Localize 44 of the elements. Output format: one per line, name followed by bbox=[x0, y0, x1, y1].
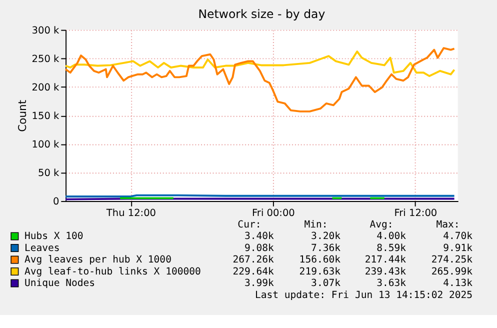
y-tick-label: 250 k bbox=[32, 54, 60, 65]
text: 156.60k bbox=[299, 254, 341, 266]
text: Cur: bbox=[238, 219, 262, 230]
x-tick-label: Fri 00:00 bbox=[252, 208, 295, 220]
text: 274.25k bbox=[431, 254, 473, 266]
text: 229.64k bbox=[232, 266, 274, 278]
text: Min: bbox=[304, 219, 328, 230]
x-tick-label: Fri 12:00 bbox=[394, 208, 438, 220]
text: Avg: bbox=[370, 219, 394, 230]
y-tick-label: 50 k bbox=[38, 168, 60, 179]
text: 4.70k bbox=[443, 231, 473, 242]
text: Max: bbox=[436, 219, 460, 230]
text: 3.63k bbox=[376, 278, 406, 290]
text: 4.13k bbox=[443, 278, 473, 290]
text: 4.00k bbox=[376, 231, 406, 242]
text: 3.20k bbox=[311, 231, 341, 242]
legend-label: Avg leaf-to-hub links X 100000 bbox=[24, 266, 201, 278]
line-series bbox=[64, 50, 456, 78]
text: 9.08k bbox=[244, 242, 274, 254]
y-tick-label: 100 k bbox=[32, 139, 60, 150]
legend-label: Unique Nodes bbox=[24, 278, 96, 290]
y-axis-title: Count bbox=[16, 100, 29, 132]
text: 7.36k bbox=[311, 242, 341, 254]
y-tick-label: 150 k bbox=[32, 110, 60, 122]
y-tick-label: 300 k bbox=[32, 25, 60, 36]
text: 3.40k bbox=[244, 231, 274, 242]
legend-label: Leaves bbox=[24, 242, 60, 254]
chart-title: Network size - by day bbox=[198, 7, 326, 22]
text: 8.59k bbox=[376, 242, 406, 254]
text: 9.91k bbox=[443, 242, 473, 254]
line-series bbox=[64, 47, 456, 112]
text: 3.99k bbox=[244, 278, 274, 290]
y-tick-label: 200 k bbox=[32, 82, 60, 94]
text: 267.26k bbox=[232, 254, 274, 266]
x-tick-label: Thu 12:00 bbox=[105, 208, 156, 220]
legend-label: Avg leaves per hub X 1000 bbox=[24, 254, 172, 266]
y-tick-label: 0 bbox=[52, 196, 60, 208]
text: 3.07k bbox=[311, 278, 341, 290]
text: 217.44k bbox=[364, 254, 406, 266]
text: 265.99k bbox=[431, 266, 473, 278]
text: 239.43k bbox=[364, 266, 406, 278]
text: 219.63k bbox=[299, 266, 341, 278]
text: Last update: Fri Jun 13 14:15:02 2025 bbox=[254, 290, 473, 301]
legend-label: Hubs X 100 bbox=[24, 231, 84, 242]
